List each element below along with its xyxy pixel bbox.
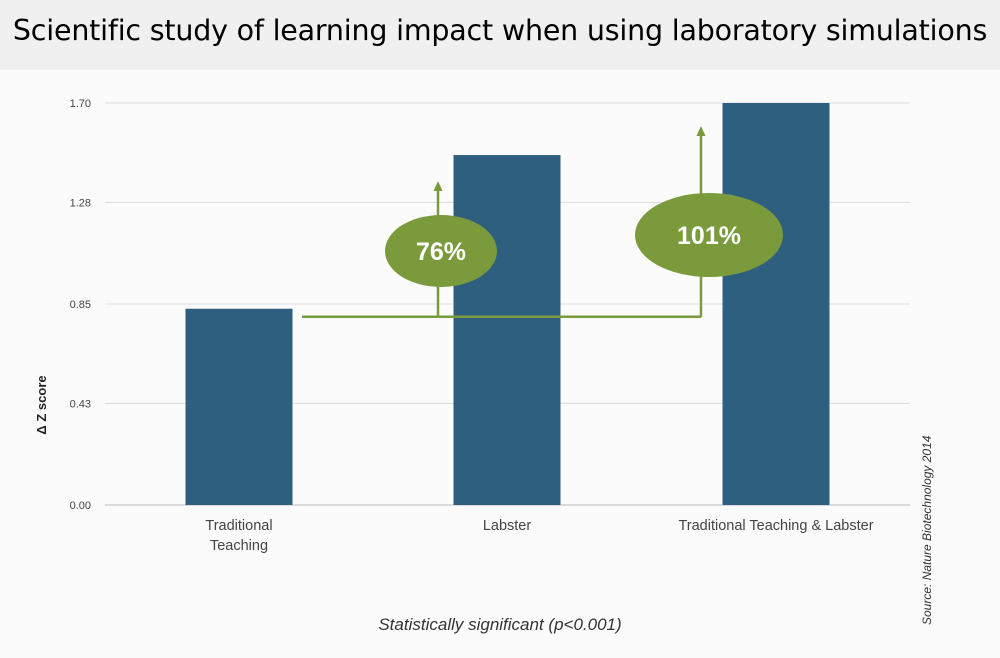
- source-note: Source: Nature Biotechnology 2014: [920, 435, 934, 625]
- y-tick-label: 0.85: [70, 299, 91, 311]
- x-tick-labels: Traditional Teaching Labster Traditional Te…: [205, 518, 873, 554]
- bar: [185, 308, 293, 505]
- slide-title: Scientific study of learning impact when…: [0, 0, 1000, 62]
- x-tick-label: Traditional Teaching & Labster: [678, 518, 873, 534]
- y-tick-label: 0.00: [70, 500, 91, 512]
- x-tick-label: Traditional Teaching: [205, 518, 272, 554]
- arrow-head: [433, 181, 443, 192]
- footnote: Statistically significant (p<0.001): [378, 615, 622, 634]
- y-tick-label: 0.43: [70, 398, 91, 410]
- bar-chart: 0.00 0.43 0.85 1.28 1.70 Δ Z score Tradition…: [34, 98, 910, 554]
- percent-bubble: [385, 215, 497, 287]
- percent-label: 76%: [416, 238, 466, 266]
- y-axis-label: Δ Z score: [34, 375, 49, 434]
- bar: [722, 103, 830, 505]
- annotations: 76% 101%: [302, 126, 783, 318]
- y-tick-label: 1.28: [70, 197, 91, 209]
- percent-bubble: [635, 193, 783, 277]
- bars: [185, 103, 830, 505]
- x-tick-label: Labster: [483, 518, 532, 534]
- bar: [453, 155, 561, 505]
- arrow-head: [696, 126, 706, 136]
- y-tick-label: 1.70: [70, 98, 91, 110]
- percent-label: 101%: [677, 222, 741, 250]
- chart-panel: 0.00 0.43 0.85 1.28 1.70 Δ Z score Tradition…: [0, 70, 1000, 658]
- y-tick-labels: 0.00 0.43 0.85 1.28 1.70: [70, 98, 91, 512]
